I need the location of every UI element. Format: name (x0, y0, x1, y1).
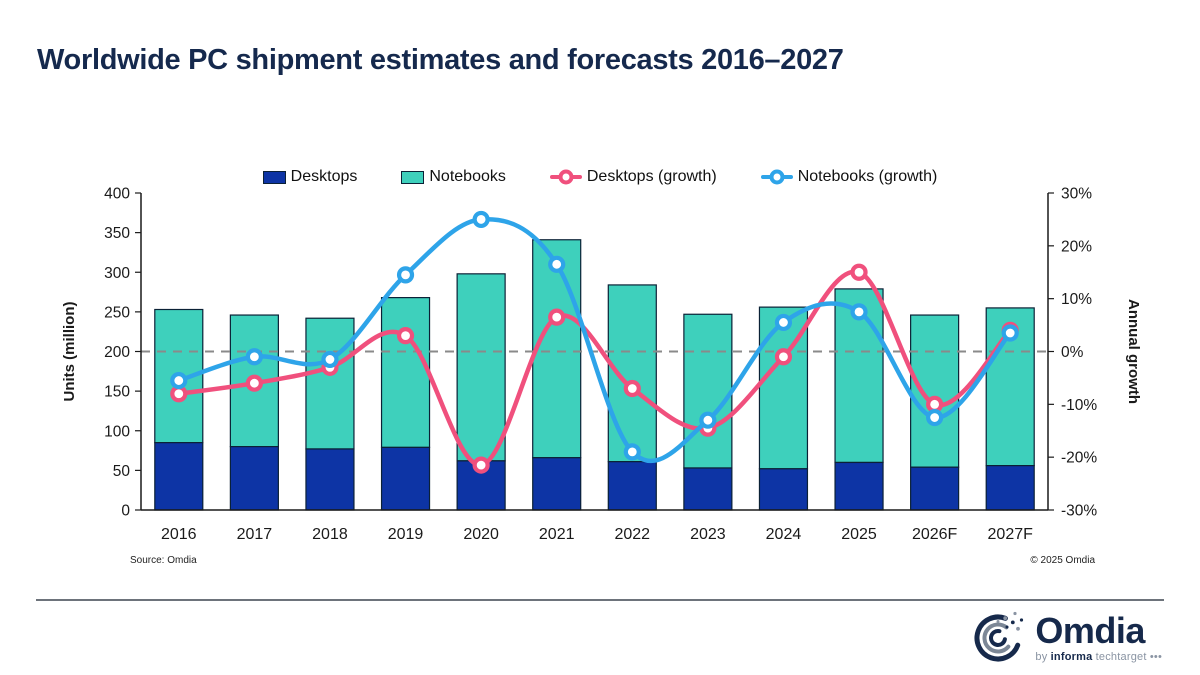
desktops-growth-marker-2020 (472, 456, 490, 474)
legend-item-notebooks-growth: Notebooks (growth) (760, 168, 938, 186)
right-axis-tick-label: 10% (1061, 291, 1092, 308)
right-axis-tick-label: -30% (1061, 503, 1097, 520)
right-axis-tick-label: -20% (1061, 450, 1097, 467)
legend-swatch-icon (401, 170, 425, 184)
omdia-logo: Omdia by informa techtarget ••• (971, 611, 1162, 665)
left-axis-tick-label: 100 (104, 423, 130, 440)
notebooks-growth-marker-2020 (472, 210, 490, 229)
omdia-logo-dots (996, 611, 1024, 631)
bar-desktops-2016 (154, 442, 204, 511)
combo-chart: 0 50 100 150 200 250 300 350 400 -30% -20% -10% 0% 10… (61, 186, 1142, 544)
x-axis-label-2018: 2018 (312, 526, 348, 543)
x-axis-label-2027F: 2027F (988, 526, 1034, 543)
right-axis-tick-label: 30% (1061, 186, 1092, 203)
legend-item-notebooks: Notebooks (401, 168, 506, 186)
left-axis-tick-label: 400 (104, 186, 130, 203)
left-axis-tick-label: 150 (104, 384, 130, 401)
desktops-growth-marker-2022 (623, 379, 641, 398)
x-axis-label-2024: 2024 (766, 526, 802, 543)
notebooks-growth-marker-2027F (1001, 324, 1019, 342)
bar-desktops-2018 (305, 448, 355, 511)
legend-swatch-icon (262, 170, 286, 184)
notebooks-growth-marker-2025 (850, 303, 868, 321)
bar-desktops-2017 (229, 446, 279, 511)
x-axis-label-2026F: 2026F (912, 526, 958, 543)
left-axis-tick-label: 350 (104, 225, 130, 242)
bar-desktops-2026F (910, 466, 960, 511)
x-axis-label-2017: 2017 (237, 526, 273, 543)
notebooks-growth-marker-2026F (926, 408, 944, 427)
chart-legend: Desktops Notebooks Desktops (growth) Notebo… (100, 168, 1100, 186)
bar-desktops-2021 (532, 457, 582, 511)
notebooks-growth-marker-2019 (396, 266, 415, 284)
bar-desktops-2024 (758, 468, 809, 511)
x-axis-label-2023: 2023 (690, 526, 726, 543)
right-axis-title: Annual growth (1125, 299, 1142, 404)
x-axis-label-2020: 2020 (463, 526, 499, 543)
left-axis-title: Units (million) (61, 302, 78, 402)
left-axis-tick-label: 200 (104, 344, 130, 361)
bar-desktops-2023 (683, 467, 733, 511)
notebooks-growth-marker-2018 (321, 350, 339, 369)
desktops-growth-marker-2017 (245, 374, 263, 392)
bar-notebooks-2026F (910, 314, 960, 468)
bar-notebooks-2023 (683, 313, 733, 469)
left-axis-tick-label: 250 (104, 304, 130, 321)
x-axis-label-2019: 2019 (388, 526, 424, 543)
legend-line-marker-icon (549, 169, 582, 185)
desktops-growth-marker-2026F (926, 395, 944, 413)
right-axis-tick-label: 0% (1061, 344, 1084, 361)
desktops-growth-line (176, 269, 1013, 468)
desktops-growth-marker-2016 (170, 385, 188, 403)
left-axis-tick-label: 300 (104, 265, 130, 282)
left-axis-tick-label: 50 (113, 463, 131, 480)
page-title: Worldwide PC shipment estimates and fore… (37, 44, 844, 76)
right-axis-tick-label: 20% (1061, 238, 1092, 255)
left-axis-tick-label: 0 (121, 503, 130, 520)
source-note: Source: Omdia (130, 555, 197, 566)
right-axis-tick-label: -10% (1061, 397, 1097, 414)
legend-label: Notebooks (429, 168, 506, 185)
bar-desktops-2022 (607, 461, 657, 511)
desktops-growth-marker-2025 (850, 263, 868, 281)
bar-notebooks-2020 (456, 273, 506, 462)
legend-line-marker-icon (760, 169, 793, 185)
x-axis-label-2016: 2016 (161, 526, 197, 543)
bar-notebooks-2018 (305, 317, 355, 450)
x-axis-label-2021: 2021 (539, 526, 575, 543)
footer-divider (36, 599, 1164, 601)
legend-label: Notebooks (growth) (797, 168, 938, 185)
omdia-logo-wordmark: Omdia (1035, 610, 1145, 651)
legend-label: Desktops (290, 168, 358, 185)
desktops-growth-marker-2021 (548, 308, 566, 326)
notebooks-growth-marker-2017 (245, 348, 263, 366)
bar-desktops-2019 (380, 446, 431, 511)
legend-label: Desktops (growth) (586, 168, 717, 185)
legend-item-desktops: Desktops (262, 168, 358, 186)
omdia-logo-byline: by informa techtarget ••• (1035, 651, 1162, 663)
legend-item-desktops-growth: Desktops (growth) (549, 168, 717, 186)
bar-desktops-2027F (985, 465, 1035, 511)
omdia-logo-icon (974, 611, 1024, 662)
notebooks-growth-marker-2023 (699, 411, 717, 429)
bar-notebooks-2019 (380, 297, 431, 448)
notebooks-growth-marker-2024 (774, 313, 793, 332)
copyright-note: © 2025 Omdia (1030, 555, 1095, 566)
desktops-growth-marker-2019 (396, 327, 415, 345)
notebooks-growth-marker-2016 (170, 371, 188, 390)
desktops-growth-marker-2024 (774, 348, 793, 366)
x-axis-label-2022: 2022 (614, 526, 650, 543)
x-axis-label-2025: 2025 (841, 526, 877, 543)
notebooks-growth-marker-2022 (623, 443, 641, 461)
bar-desktops-2025 (834, 461, 884, 511)
notebooks-growth-marker-2021 (548, 255, 566, 273)
